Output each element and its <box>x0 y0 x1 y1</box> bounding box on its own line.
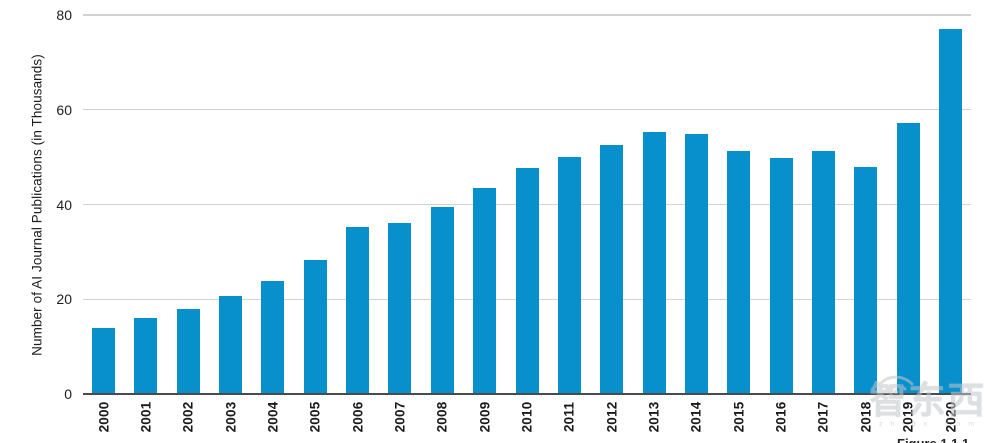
x-axis-line <box>83 393 971 395</box>
bar-2004 <box>261 281 285 394</box>
y-tick-label-0: 0 <box>64 386 72 402</box>
bar-2007 <box>388 222 412 394</box>
bar-2012 <box>600 144 624 394</box>
x-tick-label-2005: 2005 <box>307 401 323 433</box>
bar-2005 <box>303 259 327 394</box>
x-tick-label-2009: 2009 <box>477 401 493 433</box>
gridline-y-80 <box>83 14 971 16</box>
x-tick-label-2015: 2015 <box>731 401 747 433</box>
bar-2010 <box>515 167 539 394</box>
y-tick-label-80: 80 <box>56 7 72 23</box>
bar-2013 <box>642 131 666 394</box>
x-tick-label-2013: 2013 <box>646 401 662 433</box>
x-tick-label-2007: 2007 <box>392 401 408 433</box>
x-tick-label-2010: 2010 <box>519 401 535 433</box>
figure-caption: Figure 1.1.1 <box>897 436 969 443</box>
bar-2000 <box>92 327 115 394</box>
x-tick-label-2001: 2001 <box>138 401 154 433</box>
x-tick-label-2003: 2003 <box>223 401 239 433</box>
bar-2016 <box>769 158 793 394</box>
x-tick-label-2004: 2004 <box>265 401 281 433</box>
x-tick-label-2014: 2014 <box>688 401 704 433</box>
bar-2001 <box>134 318 158 394</box>
bar-2019 <box>896 123 920 394</box>
bar-2011 <box>557 156 581 394</box>
gridline-y-60 <box>83 109 971 111</box>
x-tick-label-2016: 2016 <box>773 401 789 433</box>
x-tick-label-2018: 2018 <box>858 401 874 433</box>
y-tick-label-20: 20 <box>56 291 72 308</box>
x-tick-label-2011: 2011 <box>561 401 577 433</box>
bar-2006 <box>346 227 370 394</box>
bar-2009 <box>473 187 497 394</box>
y-tick-label-40: 40 <box>56 196 72 213</box>
bar-2017 <box>811 151 835 394</box>
plot-area <box>83 14 971 395</box>
bar-2020 <box>939 29 962 394</box>
y-tick-label-60: 60 <box>56 101 72 118</box>
bar-2018 <box>854 166 878 394</box>
x-tick-label-2002: 2002 <box>180 401 196 433</box>
x-tick-label-2019: 2019 <box>900 401 916 433</box>
x-tick-label-2012: 2012 <box>604 401 620 433</box>
x-tick-label-2008: 2008 <box>434 401 450 433</box>
bar-2014 <box>684 133 708 394</box>
bar-2002 <box>176 309 200 394</box>
x-tick-label-2006: 2006 <box>350 401 366 433</box>
bar-2015 <box>727 150 751 394</box>
bar-2008 <box>430 207 454 394</box>
x-tick-label-2000: 2000 <box>96 401 111 433</box>
bar-2003 <box>219 296 243 394</box>
x-tick-label-2017: 2017 <box>815 401 831 433</box>
x-tick-label-2020: 2020 <box>943 401 958 433</box>
